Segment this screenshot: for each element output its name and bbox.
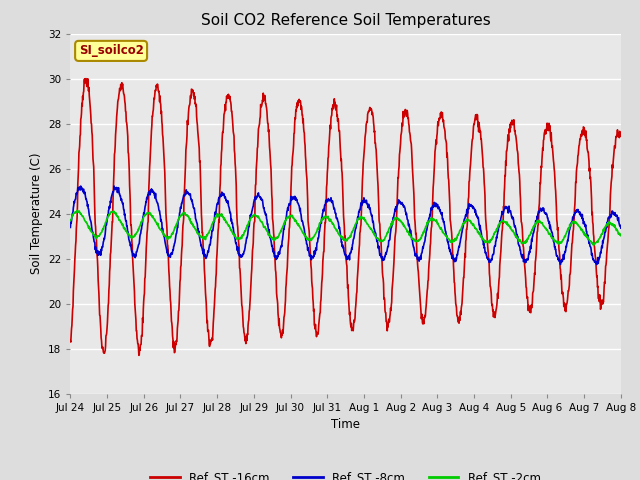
Title: Soil CO2 Reference Soil Temperatures: Soil CO2 Reference Soil Temperatures [201,13,490,28]
Ref_ST -16cm [177,276,184,282]
Ref_ST -16cm [166,288,174,294]
Ref_ST -2cm [226,224,234,229]
Ref_ST -2cm [67,217,74,223]
Line: Ref_ST -16cm: Ref_ST -16cm [70,79,621,355]
Ref_ST -2cm [176,214,184,220]
Ref_ST -8cm [545,218,552,224]
Ref_ST -8cm [593,262,600,267]
Ref_ST -2cm [276,230,284,236]
Ref_ST -8cm [276,251,284,257]
Ref_ST -2cm [589,242,597,248]
Line: Ref_ST -2cm: Ref_ST -2cm [70,210,621,245]
Text: SI_soilco2: SI_soilco2 [79,44,143,58]
Ref_ST -8cm [483,255,491,261]
Line: Ref_ST -8cm: Ref_ST -8cm [70,186,621,264]
Ref_ST -8cm [166,252,173,258]
Ref_ST -16cm [545,128,552,133]
Ref_ST -8cm [226,208,234,214]
Ref_ST -16cm [484,241,492,247]
Ref_ST -2cm [483,239,491,245]
Ref_ST -16cm [135,352,143,358]
Ref_ST -8cm [176,209,184,215]
Ref_ST -16cm [617,133,625,139]
Y-axis label: Soil Temperature (C): Soil Temperature (C) [29,153,43,275]
Ref_ST -2cm [617,233,625,239]
Ref_ST -16cm [276,326,284,332]
Ref_ST -8cm [67,225,74,230]
Ref_ST -16cm [82,76,90,82]
Ref_ST -8cm [617,225,625,231]
Ref_ST -16cm [226,94,234,99]
Ref_ST -2cm [545,229,552,235]
Ref_ST -2cm [166,234,173,240]
Ref_ST -2cm [74,207,81,213]
Ref_ST -16cm [67,338,74,344]
X-axis label: Time: Time [331,418,360,431]
Legend: Ref_ST -16cm, Ref_ST -8cm, Ref_ST -2cm: Ref_ST -16cm, Ref_ST -8cm, Ref_ST -2cm [146,466,545,480]
Ref_ST -8cm [110,183,118,189]
